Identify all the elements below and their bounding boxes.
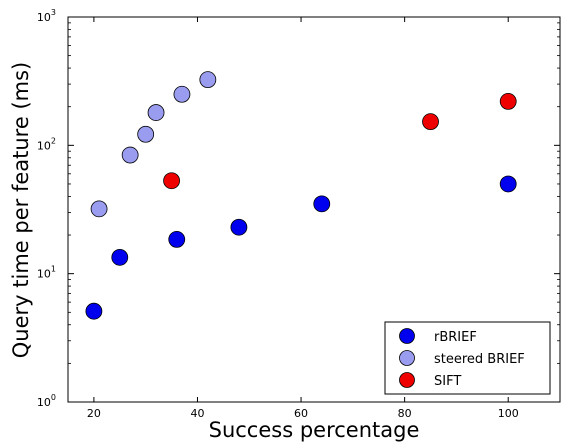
point-sift — [422, 113, 439, 131]
point-rbrief — [499, 175, 517, 193]
point-rbrief — [168, 230, 186, 248]
x-tick-label: 100 — [498, 407, 519, 420]
y-tick-label: 103 — [37, 8, 56, 24]
point-rbrief — [313, 195, 331, 213]
y-tick-label: 102 — [37, 136, 56, 152]
point-steered-brief — [121, 146, 139, 164]
x-tick-label: 80 — [398, 407, 412, 420]
x-tick-label: 60 — [294, 407, 308, 420]
point-rbrief — [230, 218, 248, 236]
y-axis-label: Query time per feature (ms) — [9, 62, 33, 358]
point-sift — [499, 92, 517, 110]
point-steered-brief — [90, 200, 108, 218]
point-sift — [163, 172, 180, 190]
point-steered-brief — [147, 104, 165, 121]
legend: rBRIEF steered BRIEF SIFT — [384, 321, 551, 395]
legend-label-sift: SIFT — [434, 374, 461, 389]
data-points — [85, 71, 517, 320]
y-tick-label: 100 — [37, 393, 56, 409]
legend-marker-rbrief — [399, 328, 415, 344]
plot-frame — [67, 16, 561, 403]
x-axis-label: Success percentage — [209, 418, 420, 442]
legend-marker-steered-brief — [399, 350, 415, 366]
point-rbrief — [111, 248, 129, 266]
legend-marker-sift — [399, 372, 415, 388]
legend-label-steered-brief: steered BRIEF — [434, 352, 525, 367]
point-rbrief — [85, 302, 103, 320]
x-tick-label: 20 — [87, 407, 101, 420]
y-tick-label: 101 — [37, 265, 56, 281]
x-tick-label: 40 — [190, 407, 204, 420]
point-steered-brief — [173, 85, 191, 103]
point-steered-brief — [137, 125, 155, 143]
point-steered-brief — [199, 71, 217, 89]
legend-label-rbrief: rBRIEF — [434, 330, 477, 345]
